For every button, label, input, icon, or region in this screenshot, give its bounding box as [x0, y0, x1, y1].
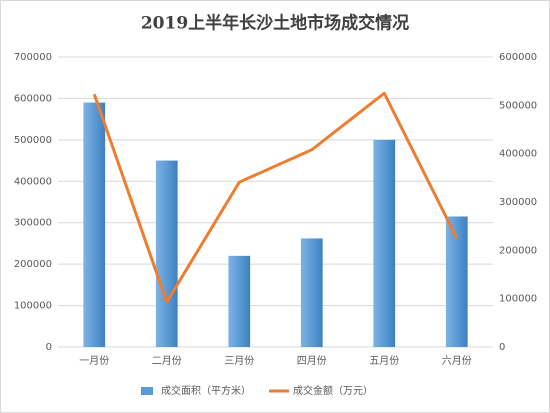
bar	[373, 139, 396, 347]
y-tick-label: 600000	[14, 93, 52, 104]
line	[92, 91, 459, 304]
x-tick-label: 五月份	[369, 355, 399, 367]
x-tick-label: 一月份	[79, 355, 109, 367]
y2-tick-label: 100000	[499, 294, 537, 305]
bar	[228, 255, 251, 347]
y-tick-label: 700000	[14, 52, 52, 63]
y-tick-label: 400000	[14, 176, 52, 187]
bar	[445, 216, 468, 347]
y2-tick-label: 600000	[499, 52, 537, 63]
x-tick-label: 二月份	[152, 355, 182, 367]
legend-label: 成交金额（万元）	[293, 384, 373, 397]
chart-title: 2019上半年长沙土地市场成交情况	[141, 13, 409, 34]
y2-tick-label: 500000	[499, 100, 537, 111]
y2-tick-label: 400000	[499, 149, 537, 160]
bar	[155, 160, 178, 347]
y-tick-label: 100000	[14, 301, 52, 312]
x-tick-label: 六月份	[442, 355, 472, 367]
y2-tick-label: 0	[499, 342, 505, 353]
legend-swatch	[141, 387, 153, 395]
y-tick-label: 500000	[14, 135, 52, 146]
y-tick-label: 300000	[14, 218, 52, 229]
x-tick-label: 三月份	[224, 355, 254, 367]
x-tick-label: 四月份	[297, 355, 327, 367]
legend-label: 成交面积（平方米）	[161, 384, 251, 397]
bar	[83, 102, 106, 347]
y-tick-label: 200000	[14, 259, 52, 270]
y-tick-label: 0	[46, 342, 52, 353]
y2-tick-label: 200000	[499, 245, 537, 256]
bar	[300, 238, 323, 347]
y2-tick-label: 300000	[499, 197, 537, 208]
